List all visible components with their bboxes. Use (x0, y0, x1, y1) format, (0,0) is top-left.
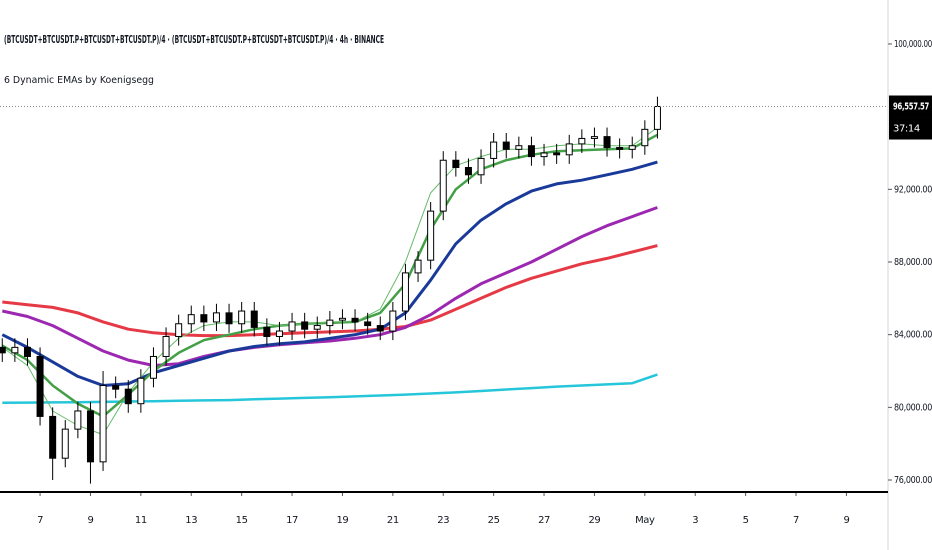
y-tick-label: 84,000.00 (894, 330, 932, 341)
candle-body (338, 317, 346, 321)
y-tick-label: 80,000.00 (894, 402, 932, 413)
candle-body (351, 317, 359, 323)
candle-body (464, 167, 472, 176)
y-tick-label: 76,000.00 (894, 475, 932, 486)
x-tick-label: 21 (387, 515, 399, 526)
x-tick-label: 9 (843, 515, 849, 526)
candle-body (401, 272, 409, 312)
y-tick-label: 88,000.00 (894, 257, 932, 268)
candle-body (301, 321, 309, 330)
x-tick-label: 17 (286, 515, 298, 526)
candle-body (427, 210, 435, 261)
x-tick-label: May (635, 515, 655, 526)
candle-body (275, 330, 283, 337)
candle-body (225, 312, 233, 325)
chart-title: (BTCUSDT+BTCUSDT.P+BTCUSDT+BTCUSDT.P)/4 … (4, 34, 384, 46)
x-tick-label: 3 (692, 515, 698, 526)
candle-body (376, 325, 384, 332)
candle-body (74, 410, 82, 430)
candle-body (288, 321, 296, 332)
x-tick-label: 29 (588, 515, 600, 526)
y-tick-label: 100,000.00 (894, 39, 932, 50)
x-tick-label: 23 (437, 515, 449, 526)
candle-body (389, 310, 397, 332)
candle-body (590, 136, 598, 139)
countdown-box (889, 117, 932, 140)
candle-body (414, 259, 422, 274)
x-tick-label: 13 (185, 515, 197, 526)
candle-body (439, 159, 447, 212)
candle-body (364, 321, 372, 327)
candle-body (238, 310, 246, 325)
candle-body (187, 314, 195, 325)
candle-body (61, 428, 69, 459)
ema-line (1, 206, 658, 367)
candle-body (313, 325, 321, 330)
candle-body (250, 310, 258, 328)
candle-body (490, 141, 498, 159)
candle-body (124, 388, 132, 405)
candle-body (515, 145, 523, 150)
candle-body (99, 385, 107, 463)
x-tick-label: 7 (37, 515, 43, 526)
candle-body (477, 157, 485, 176)
candle-body (527, 145, 535, 158)
candle-body (137, 377, 145, 405)
candle-body (175, 323, 183, 337)
indicator-name: 6 Dynamic EMAs by Koenigsegg (4, 75, 154, 86)
y-tick-label: 92,000.00 (894, 184, 932, 195)
x-tick-label: 27 (538, 515, 550, 526)
candle-body (36, 355, 44, 417)
candle-body (23, 346, 31, 357)
candle-body (502, 141, 510, 150)
x-tick-label: 19 (336, 515, 348, 526)
candle-body (212, 312, 220, 323)
candle-body (452, 159, 460, 169)
candle-body (578, 137, 586, 145)
x-tick-label: 9 (87, 515, 93, 526)
x-tick-label: 11 (135, 515, 147, 526)
x-tick-label: 25 (488, 515, 500, 526)
candle-body (653, 106, 661, 130)
candle-body (628, 145, 636, 150)
candle-body (263, 326, 271, 337)
last-price-label: 96,557.57 (893, 102, 929, 113)
candle-body (540, 152, 548, 158)
candle-body (112, 385, 120, 390)
candle-body (641, 128, 649, 147)
candle-body (49, 415, 57, 459)
candle-body (326, 319, 334, 327)
ema-line (2, 373, 658, 405)
last-price-box (889, 95, 932, 118)
candle-body (11, 346, 19, 354)
candle-body (616, 147, 624, 150)
x-tick-label: 5 (743, 515, 749, 526)
candle-body (565, 143, 573, 156)
candle-body (86, 410, 94, 463)
candle-body (603, 136, 611, 149)
ema-line (1, 160, 658, 387)
candle-body (162, 335, 170, 357)
candle-body (149, 355, 157, 379)
candle-body (553, 152, 561, 156)
countdown-label: 37:14 (893, 124, 920, 135)
candle-body (200, 314, 208, 323)
x-tick-label: 15 (236, 515, 248, 526)
candle-body (0, 346, 6, 354)
x-tick-label: 7 (793, 515, 799, 526)
